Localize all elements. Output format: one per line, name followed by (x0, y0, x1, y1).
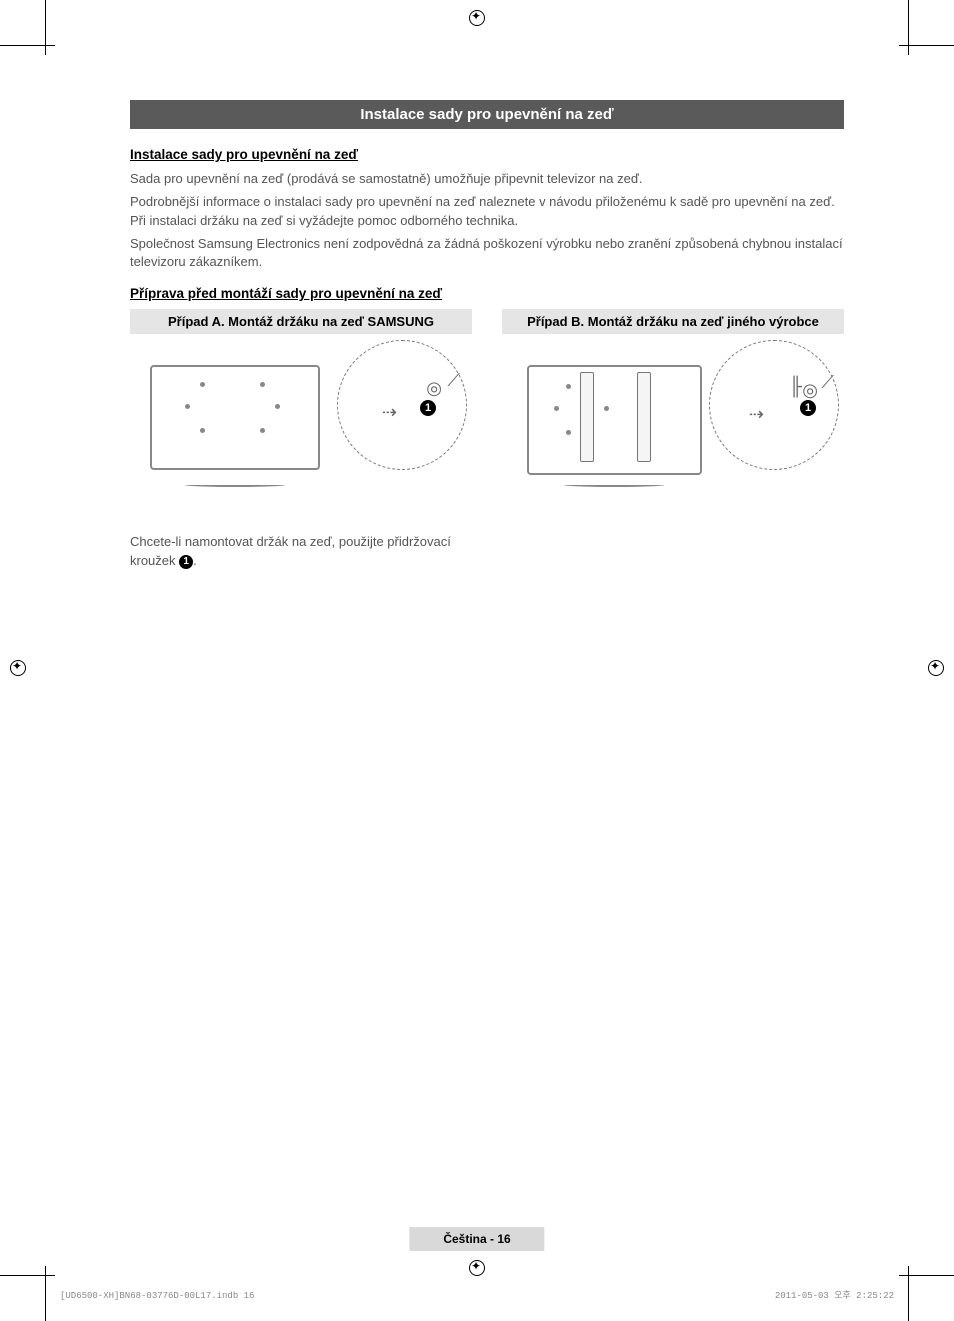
bracket-detail-icon: ╟ (789, 376, 802, 397)
print-meta-right: 2011-05-03 오후 2:25:22 (775, 1288, 894, 1301)
tv-stand-icon (564, 483, 664, 487)
tv-stand-icon (185, 483, 285, 487)
crop-mark (899, 45, 954, 46)
crop-mark (45, 0, 46, 55)
caption-text: Chcete-li namontovat držák na zeď, použi… (130, 534, 451, 568)
diagram-a: ◎ ⟋ ⇢ 1 (130, 340, 472, 505)
registration-mark-icon (928, 660, 944, 676)
paragraph: Podrobnější informace o instalaci sady p… (130, 193, 844, 231)
bracket-rail-icon (637, 372, 651, 462)
arrow-icon: ⇢ (382, 402, 397, 423)
case-b-title: Případ B. Montáž držáku na zeď jiného vý… (502, 309, 844, 334)
print-meta-left: [UD6500-XH]BN68-03776D-00L17.indb 16 (60, 1291, 254, 1301)
callout-circle-icon (337, 340, 467, 470)
registration-mark-icon (469, 1260, 485, 1276)
subheading-prep: Příprava před montáží sady pro upevnění … (130, 286, 844, 301)
callout-number-inline: 1 (179, 555, 193, 569)
subheading-install: Instalace sady pro upevnění na zeď (130, 147, 844, 162)
crop-mark (899, 1275, 954, 1276)
caption: Chcete-li namontovat držák na zeď, použi… (130, 533, 460, 571)
case-a: Případ A. Montáž držáku na zeď SAMSUNG ◎… (130, 309, 472, 571)
diagram-b: ╟ ◎ ⟋ ⇢ 1 (502, 340, 844, 505)
callout-circle-icon (709, 340, 839, 470)
registration-mark-icon (10, 660, 26, 676)
screw-icon: ⟋ (447, 370, 460, 391)
crop-mark (0, 45, 55, 46)
paragraph: Sada pro upevnění na zeď (prodává se sam… (130, 170, 844, 189)
crop-mark (0, 1275, 55, 1276)
case-a-title: Případ A. Montáž držáku na zeď SAMSUNG (130, 309, 472, 334)
page-footer: Čeština - 16 (409, 1227, 544, 1251)
crop-mark (908, 0, 909, 55)
arrow-icon: ⇢ (749, 404, 764, 425)
tv-outline-icon (527, 365, 702, 475)
caption-text-after: . (193, 553, 197, 568)
screw-icon: ⟋ (821, 372, 834, 393)
ring-icon: ◎ (802, 380, 818, 401)
case-b: Případ B. Montáž držáku na zeď jiného vý… (502, 309, 844, 571)
paragraph: Společnost Samsung Electronics není zodp… (130, 235, 844, 273)
ring-icon: ◎ (426, 378, 442, 399)
case-row: Případ A. Montáž držáku na zeď SAMSUNG ◎… (130, 309, 844, 571)
page-content: Instalace sady pro upevnění na zeď Insta… (130, 100, 844, 571)
registration-mark-icon (469, 10, 485, 26)
section-title: Instalace sady pro upevnění na zeď (130, 100, 844, 129)
tv-outline-icon (150, 365, 320, 470)
bracket-rail-icon (580, 372, 594, 462)
